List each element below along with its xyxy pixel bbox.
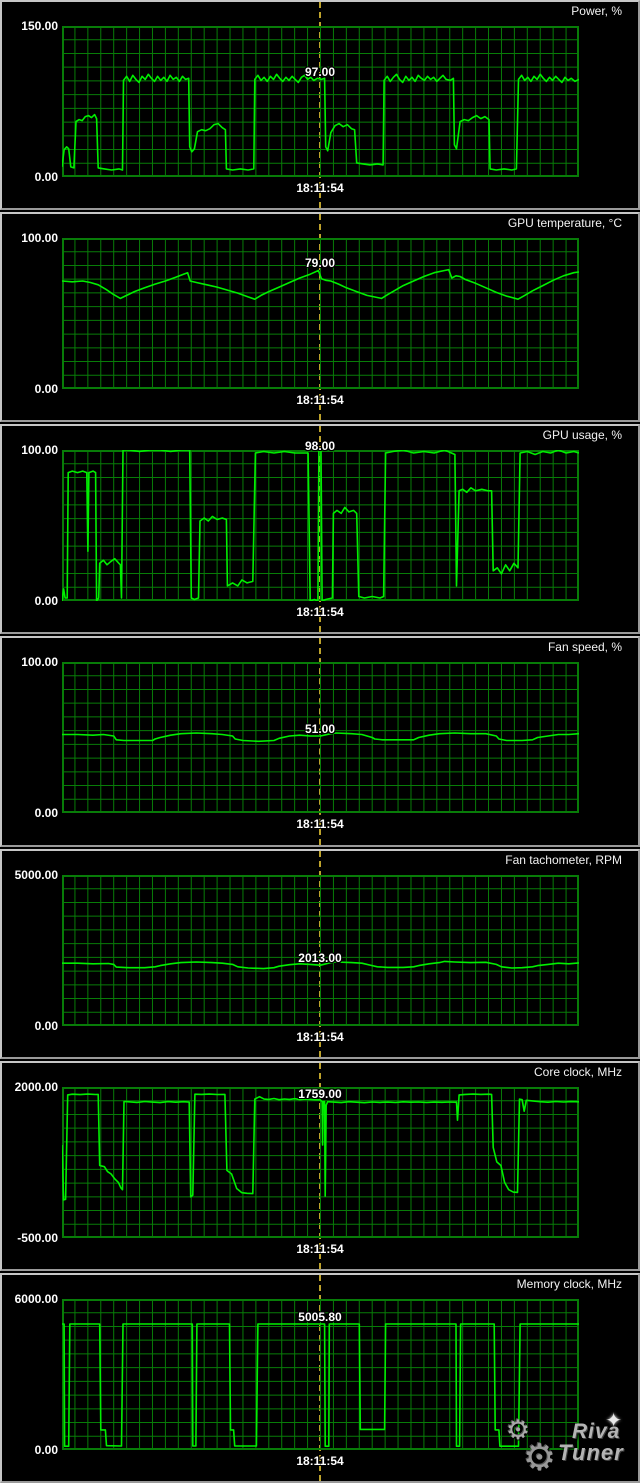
monitor-panel-gpu-temperature: GPU temperature, °C 100.00 0.00 79.00 18… (0, 212, 640, 423)
monitor-panel-memory-clock: Memory clock, MHz 6000.00 0.00 5005.80 1… (0, 1272, 640, 1483)
time-axis-label: 18:11:54 (296, 1453, 344, 1468)
current-value-label: 5005.80 (298, 1309, 342, 1324)
y-axis-min-label: 0.00 (34, 806, 58, 821)
plot-area (62, 874, 579, 1026)
current-value-label: 2013.00 (298, 950, 342, 965)
rivatuner-logo-text: Riva Tuner (558, 1420, 624, 1465)
time-axis-label: 18:11:54 (296, 393, 344, 408)
y-axis-min-label: -500.00 (17, 1230, 58, 1245)
y-axis-max-label: 6000.00 (14, 1291, 58, 1306)
y-axis-max-label: 100.00 (21, 443, 58, 458)
y-axis-max-label: 100.00 (21, 231, 58, 246)
gear-icon: ⚙ (523, 1436, 557, 1479)
y-axis-max-label: 5000.00 (14, 867, 58, 882)
panel-title: Memory clock, MHz (516, 1276, 622, 1291)
y-axis-max-label: 150.00 (21, 19, 58, 33)
monitor-panel-power: Power, % 150.00 0.00 97.00 18:11:54 (0, 0, 640, 211)
panel-title: Fan tachometer, RPM (505, 852, 622, 867)
logo-text-tuner: Tuner (558, 1440, 624, 1465)
sparkle-icon: ✦ (605, 1408, 622, 1432)
current-value-label: 98.00 (304, 439, 336, 454)
y-axis-max-label: 100.00 (21, 655, 58, 670)
plot-area (62, 1086, 579, 1238)
y-axis-max-label: 2000.00 (14, 1079, 58, 1094)
plot-area (62, 662, 579, 814)
current-value-label: 97.00 (304, 65, 336, 80)
current-value-label: 51.00 (304, 722, 336, 737)
y-axis-min-label: 0.00 (34, 1442, 58, 1457)
y-axis-min-label: 0.00 (34, 1018, 58, 1033)
time-axis-label: 18:11:54 (296, 181, 344, 195)
current-value-label: 1759.00 (298, 1087, 342, 1102)
monitor-panel-core-clock: Core clock, MHz 2000.00 -500.00 1759.00 … (0, 1060, 640, 1271)
panel-title: GPU temperature, °C (507, 216, 622, 231)
time-axis-label: 18:11:54 (296, 1029, 344, 1044)
panel-title: GPU usage, % (542, 428, 622, 443)
plot-area (62, 238, 579, 390)
panel-title: Power, % (571, 4, 622, 18)
monitor-panel-fan-tachometer: Fan tachometer, RPM 5000.00 0.00 2013.00… (0, 848, 640, 1059)
y-axis-min-label: 0.00 (34, 594, 58, 609)
current-value-label: 79.00 (304, 255, 336, 270)
y-axis-min-label: 0.00 (34, 382, 58, 397)
panel-title: Fan speed, % (547, 640, 622, 655)
time-axis-label: 18:11:54 (296, 1241, 344, 1256)
gear-icon: ⚙ (506, 1415, 531, 1446)
monitor-panel-fan-speed: Fan speed, % 100.00 0.00 51.00 18:11:54 (0, 636, 640, 847)
plot-area (62, 26, 579, 177)
time-axis-label: 18:11:54 (296, 817, 344, 832)
time-axis-label: 18:11:54 (296, 605, 344, 620)
plot-area (62, 1298, 579, 1450)
monitor-panel-gpu-usage: GPU usage, % 100.00 0.00 98.00 18:11:54 (0, 424, 640, 635)
panel-title: Core clock, MHz (533, 1064, 622, 1079)
plot-area (62, 450, 579, 602)
rivatuner-logo: ⚙ ⚙ ✦ Riva Tuner (506, 1410, 638, 1481)
y-axis-min-label: 0.00 (34, 170, 58, 184)
logo-text-riva: Riva (572, 1420, 621, 1443)
